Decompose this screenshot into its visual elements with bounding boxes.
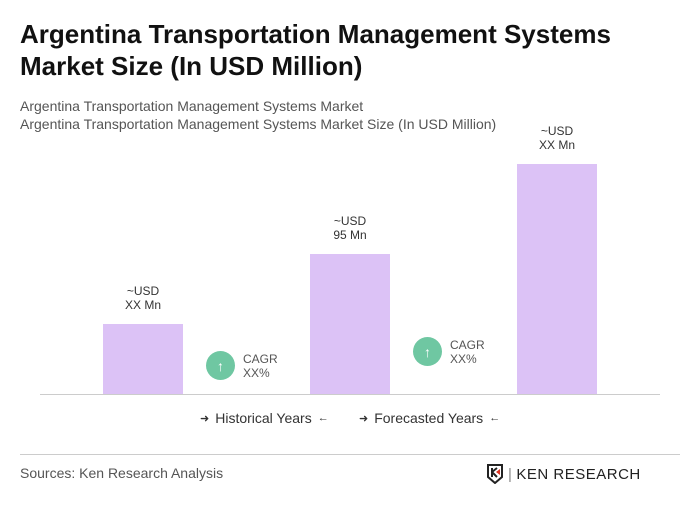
subtitle: Argentina Transportation Management Syst… [20,98,364,114]
arrow-left-icon: ← [317,412,329,424]
cagr-badge-1: ↑ CAGR XX% [206,351,278,380]
cagr-label: CAGR [450,337,485,352]
data-label-line: ~USD [333,214,367,228]
arrow-up-icon: ↑ [206,351,235,380]
legend-label: Historical Years [215,410,312,426]
bar-2 [310,254,390,394]
data-label: ~USD XX Mn [497,124,617,152]
data-label-line: ~USD [540,124,574,139]
cagr-label: CAGR [243,351,278,366]
subtitle-secondary: Argentina Transportation Management Syst… [20,116,497,132]
bar-3 [517,164,597,394]
x-axis-line [40,394,660,395]
logo-mark-icon [487,464,503,484]
page-title: Argentina Transportation Management Syst… [20,19,611,81]
data-label-line: ~USD [126,284,160,298]
source-text: Sources: Ken Research Analysis [20,465,224,481]
data-label: ~USD XX Mn [83,284,203,312]
data-label-line: 95 Mn [333,228,367,242]
legend-label: Forecasted Years [374,410,484,426]
data-label: ~USD 95 Mn [290,214,410,242]
cagr-value: XX% [450,351,477,366]
arrow-right-icon: ➜ [200,412,210,425]
logo-text: KEN RESEARCH [516,465,641,483]
arrow-left-icon: ← [489,412,501,424]
data-label-line: XX Mn [538,138,575,153]
arrow-up-icon: ↑ [413,337,442,366]
legend-forecasted: ➜ Forecasted Years ← [359,410,500,426]
footer-divider [20,454,680,455]
data-label-line: XX Mn [124,298,161,312]
bar-1 [103,324,183,394]
legend-historical: ➜ Historical Years ← [200,410,329,426]
arrow-right-icon: ➜ [359,412,369,425]
cagr-value: XX% [243,365,270,380]
cagr-badge-2: ↑ CAGR XX% [413,337,485,366]
ken-research-logo: | KEN RESEARCH [486,464,641,484]
